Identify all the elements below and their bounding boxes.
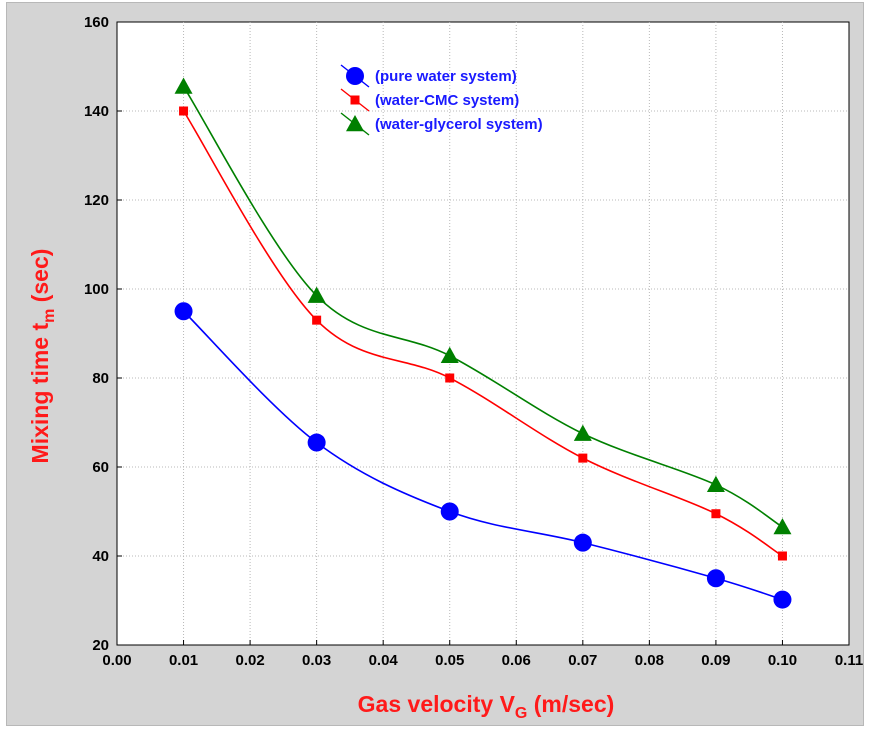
x-tick-label: 0.10 xyxy=(768,652,797,669)
legend-label-0: (pure water system) xyxy=(375,68,517,85)
y-tick-label: 60 xyxy=(92,459,109,476)
plot-area xyxy=(116,21,850,646)
x-tick-label: 0.08 xyxy=(635,652,664,669)
data-point-series-1 xyxy=(578,453,588,463)
x-tick-label: 0.09 xyxy=(701,652,730,669)
data-point-series-0 xyxy=(773,590,792,609)
legend: (pure water system) (water-CMC system) (wa… xyxy=(340,64,543,136)
x-tick-label: 0.02 xyxy=(235,652,264,669)
legend-marker-1 xyxy=(350,95,360,105)
data-point-series-0 xyxy=(706,569,725,588)
x-tick-label: 0.06 xyxy=(502,652,531,669)
y-tick-label: 160 xyxy=(84,14,109,31)
data-point-series-0 xyxy=(573,533,592,552)
x-tick-label: 0.04 xyxy=(369,652,399,669)
legend-marker-0 xyxy=(346,67,364,85)
y-tick-label: 100 xyxy=(84,281,109,298)
data-point-series-0 xyxy=(174,302,193,321)
data-point-series-1 xyxy=(777,551,787,561)
y-tick-label: 80 xyxy=(92,370,109,387)
data-point-series-2 xyxy=(573,424,592,441)
x-tick-label: 0.07 xyxy=(568,652,597,669)
data-point-series-2 xyxy=(174,77,193,94)
data-point-series-2 xyxy=(773,518,792,535)
y-tick-label: 40 xyxy=(92,548,109,565)
data-point-series-2 xyxy=(307,286,326,303)
data-point-series-1 xyxy=(711,509,721,519)
ticks: 0.00 0.01 0.02 0.03 0.04 0.05 0.06 0.07 0.08 0.09… xyxy=(84,14,863,669)
x-tick-label: 0.03 xyxy=(302,652,331,669)
legend-label-2: (water-glycerol system) xyxy=(375,116,543,133)
data-point-series-1 xyxy=(312,315,322,325)
y-tick-label: 20 xyxy=(92,637,109,654)
x-tick-label: 0.01 xyxy=(169,652,198,669)
data-point-series-2 xyxy=(440,346,459,363)
data-point-series-1 xyxy=(179,106,189,116)
data-point-series-1 xyxy=(445,373,455,383)
grid xyxy=(117,22,849,645)
x-tick-label: 0.11 xyxy=(835,652,863,669)
markers xyxy=(174,77,792,609)
data-point-series-2 xyxy=(706,475,725,492)
data-point-series-0 xyxy=(440,502,459,521)
x-tick-label: 0.05 xyxy=(435,652,464,669)
x-axis-title: Gas velocity VG (m/sec) xyxy=(358,691,615,722)
x-tick-label: 0.00 xyxy=(102,652,131,669)
y-tick-label: 140 xyxy=(84,103,109,120)
data-point-series-0 xyxy=(307,433,326,452)
legend-marker-2 xyxy=(346,115,364,132)
legend-label-1: (water-CMC system) xyxy=(375,92,519,109)
y-axis-title: Mixing time tm (sec) xyxy=(27,249,58,464)
y-tick-label: 120 xyxy=(84,192,109,209)
